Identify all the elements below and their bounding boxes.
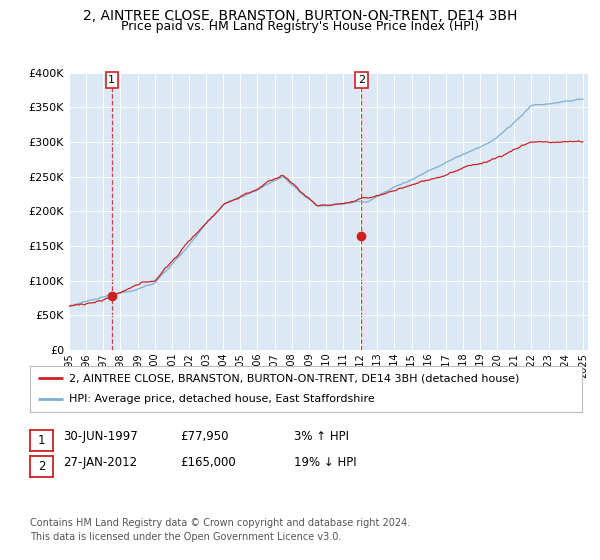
Text: 2: 2 bbox=[358, 74, 365, 85]
Text: 1: 1 bbox=[38, 433, 45, 447]
Text: 2, AINTREE CLOSE, BRANSTON, BURTON-ON-TRENT, DE14 3BH: 2, AINTREE CLOSE, BRANSTON, BURTON-ON-TR… bbox=[83, 9, 517, 23]
Text: 27-JAN-2012: 27-JAN-2012 bbox=[63, 456, 137, 469]
Text: 19% ↓ HPI: 19% ↓ HPI bbox=[294, 456, 356, 469]
Text: 30-JUN-1997: 30-JUN-1997 bbox=[63, 430, 138, 443]
Text: Price paid vs. HM Land Registry's House Price Index (HPI): Price paid vs. HM Land Registry's House … bbox=[121, 20, 479, 34]
Text: 1: 1 bbox=[109, 74, 115, 85]
Text: 3% ↑ HPI: 3% ↑ HPI bbox=[294, 430, 349, 443]
Text: Contains HM Land Registry data © Crown copyright and database right 2024.
This d: Contains HM Land Registry data © Crown c… bbox=[30, 518, 410, 542]
Text: 2, AINTREE CLOSE, BRANSTON, BURTON-ON-TRENT, DE14 3BH (detached house): 2, AINTREE CLOSE, BRANSTON, BURTON-ON-TR… bbox=[68, 373, 519, 383]
Text: £165,000: £165,000 bbox=[180, 456, 236, 469]
Text: 2: 2 bbox=[38, 460, 45, 473]
Text: £77,950: £77,950 bbox=[180, 430, 229, 443]
Text: HPI: Average price, detached house, East Staffordshire: HPI: Average price, detached house, East… bbox=[68, 394, 374, 404]
